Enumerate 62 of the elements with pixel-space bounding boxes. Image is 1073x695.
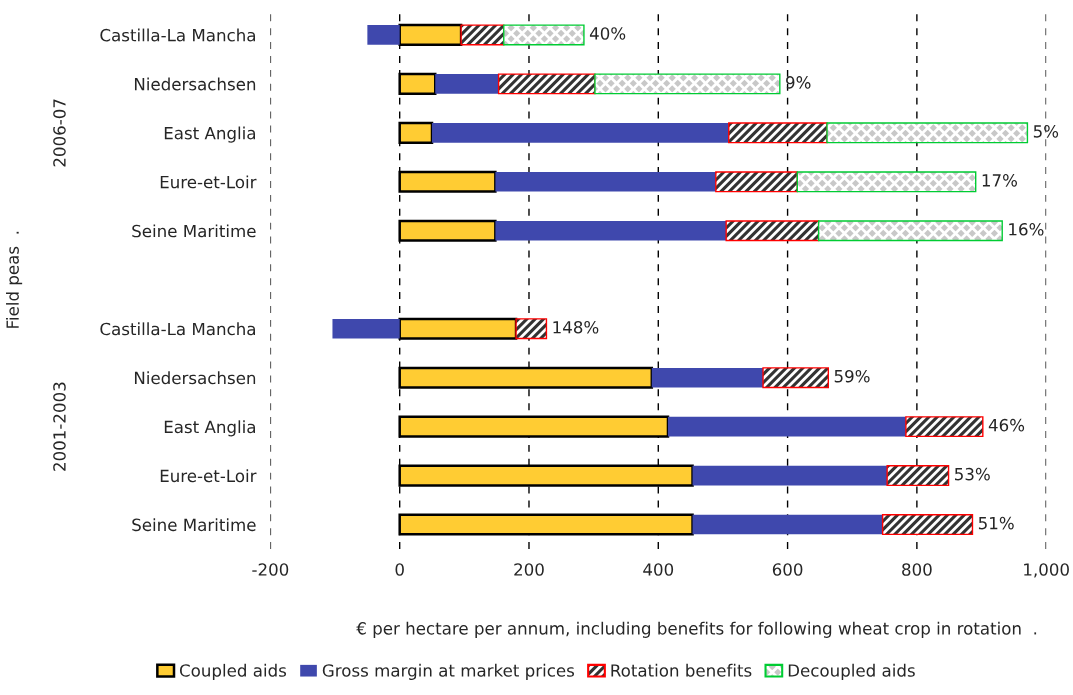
annotation: 5% — [1033, 125, 1059, 138]
annotation: 17% — [982, 174, 1017, 187]
x-tick-label: 800 — [902, 563, 932, 576]
bar — [398, 513, 694, 536]
legend-label: Coupled aids — [179, 663, 287, 680]
bar — [692, 514, 883, 535]
y-tick-label: Seine Maritime — [132, 518, 256, 532]
y-axis-title: Field peas . — [6, 231, 23, 328]
bar — [594, 73, 781, 95]
x-tick-label: 600 — [772, 563, 803, 576]
y-tick-label: Castilla-La Mancha — [100, 28, 255, 42]
y-tick-label: Eure-et-Loir — [160, 469, 257, 483]
bar — [762, 367, 830, 389]
annotation: 59% — [834, 369, 870, 383]
bar — [796, 171, 977, 193]
bar — [432, 123, 729, 143]
x-tick-label: 1,000 — [1024, 563, 1069, 578]
y-tick-label: Eure-et-Loir — [160, 175, 257, 189]
y-tick-label: Niedersachsen — [134, 77, 256, 91]
bar — [503, 24, 585, 46]
x-tick-label: 400 — [643, 563, 674, 576]
legend-label: Gross margin at market prices — [322, 663, 575, 680]
bar — [715, 171, 798, 193]
y-tick-label: East Anglia — [164, 126, 255, 143]
bar — [692, 465, 888, 486]
x-tick-label: 200 — [514, 563, 544, 576]
annotation: 16% — [1009, 223, 1044, 236]
text: 2001-2003 — [53, 382, 66, 471]
bar — [398, 415, 670, 438]
bar — [497, 73, 596, 95]
bar — [725, 220, 820, 242]
bar — [728, 122, 828, 144]
bar — [826, 122, 1029, 144]
bar — [667, 416, 906, 437]
bar — [495, 172, 716, 192]
bar — [515, 318, 548, 340]
y-tick-label: Niedersachsen — [134, 371, 256, 385]
annotation: 9% — [786, 76, 811, 89]
bar — [905, 416, 984, 438]
x-tick-label: -200 — [252, 563, 289, 576]
bar — [886, 465, 950, 487]
bar — [817, 220, 1003, 242]
bar — [495, 220, 727, 241]
y-tick-label: Castilla-La Mancha — [100, 322, 255, 336]
y-tick-label: East Anglia — [164, 420, 255, 437]
bar — [460, 24, 505, 46]
annotation: 51% — [978, 516, 1014, 530]
legend-label: Decoupled aids — [788, 663, 915, 680]
legend-label: Rotation benefits — [611, 663, 752, 677]
y-tick-label: Seine Maritime — [132, 224, 256, 238]
bar — [332, 318, 400, 339]
bar — [881, 514, 974, 536]
bar — [367, 25, 400, 45]
x-axis-title: € per hectare per annum, including benefits for following wheat crop in rotation . — [356, 621, 1037, 638]
x-tick-label: 0 — [395, 563, 404, 576]
annotation: 46% — [988, 418, 1025, 432]
annotation: 148% — [553, 320, 599, 334]
bar — [435, 74, 499, 94]
bar — [651, 367, 764, 388]
annotation: 53% — [955, 467, 990, 481]
text: 2006-07 — [53, 99, 66, 167]
annotation: 40% — [589, 27, 626, 40]
